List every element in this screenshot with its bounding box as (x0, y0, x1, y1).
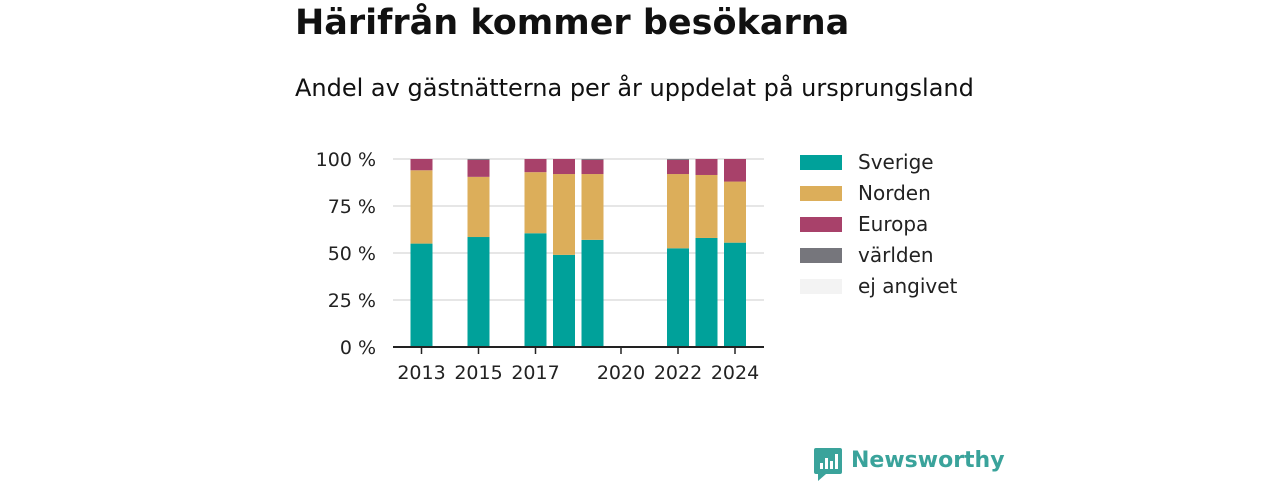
bar-segment (667, 174, 689, 249)
bar-segment (724, 159, 746, 182)
legend-item: Sverige (800, 150, 1000, 181)
legend-swatch (800, 186, 842, 201)
bar-segment (410, 159, 433, 171)
x-tick-label: 2017 (511, 362, 559, 384)
x-tick-label: 2020 (597, 362, 645, 384)
bar-segment (467, 159, 490, 160)
legend-item: Europa (800, 212, 1000, 243)
bar-segment (467, 159, 490, 177)
bar-segment (695, 237, 718, 347)
y-tick-label: 75 % (328, 196, 376, 218)
legend-label: världen (858, 243, 934, 267)
chart-legend: Sverige Norden Europa världen ej angivet (800, 150, 1000, 305)
legend-label: ej angivet (858, 274, 958, 298)
bar-segment (695, 159, 718, 175)
legend-label: Sverige (858, 150, 934, 174)
legend-label: Europa (858, 212, 929, 236)
chart-title: Härifrån kommer besökarna (295, 3, 850, 43)
x-tick-label: 2022 (654, 362, 702, 384)
bar-segment (667, 159, 689, 175)
legend-label: Norden (858, 181, 931, 205)
bar-segment (553, 254, 575, 347)
bar-segment (467, 237, 490, 347)
bar-segment (410, 243, 433, 347)
bar-segment (724, 181, 746, 243)
bar-segment (581, 174, 604, 240)
legend-swatch (800, 279, 842, 294)
x-tick-label: 2013 (397, 362, 445, 384)
legend-item: ej angivet (800, 274, 1000, 305)
y-tick-label: 0 % (340, 337, 376, 359)
bar-segment (524, 172, 547, 234)
x-tick-label: 2015 (454, 362, 502, 384)
y-tick-label: 25 % (328, 290, 376, 312)
bar-segment (581, 239, 604, 347)
legend-swatch (800, 155, 842, 170)
bar-segment (524, 159, 547, 173)
bar-segment (410, 170, 433, 244)
legend-swatch (800, 217, 842, 232)
bar-chart-speech-bubble-icon (814, 448, 842, 481)
bar-segment (695, 174, 718, 238)
legend-swatch (800, 248, 842, 263)
brand-name: Newsworthy (851, 448, 1005, 473)
bar-segment (724, 242, 746, 347)
bar-segment (553, 159, 575, 175)
bar-segment (581, 159, 604, 160)
bar-segment (524, 233, 547, 347)
bar-segment (581, 159, 604, 175)
bar-segment (467, 176, 490, 238)
legend-item: Norden (800, 181, 1000, 212)
bar-segment (667, 159, 689, 160)
bar-segment (667, 248, 689, 347)
legend-item: världen (800, 243, 1000, 274)
y-tick-label: 50 % (328, 243, 376, 265)
bar-segment (553, 174, 575, 255)
y-tick-label: 100 % (316, 149, 376, 171)
x-tick-label: 2024 (711, 362, 759, 384)
chart-subtitle: Andel av gästnätterna per år uppdelat på… (295, 74, 974, 102)
